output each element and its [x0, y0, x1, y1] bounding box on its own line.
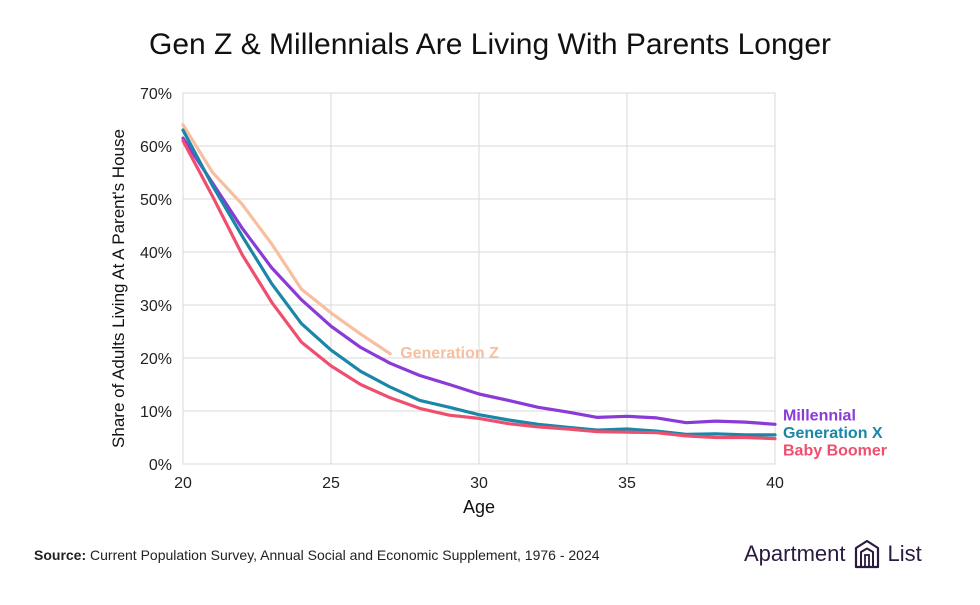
series-line-millennial [181, 136, 777, 426]
x-tick-label: 25 [322, 475, 340, 492]
x-tick-label: 20 [174, 475, 192, 492]
logo-word-list: List [887, 541, 922, 566]
x-tick-label: 35 [618, 475, 636, 492]
y-tick-label: 70% [140, 86, 172, 103]
y-tick-label: 50% [140, 192, 172, 209]
series-line-baby-boomer [181, 139, 777, 441]
series-label-baby-boomer: Baby Boomer [783, 443, 887, 460]
y-tick-label: 30% [140, 298, 172, 315]
y-tick-label: 20% [140, 351, 172, 368]
logo-word-apartment: Apartment [744, 541, 846, 566]
source-text: Current Population Survey, Annual Social… [86, 547, 600, 563]
y-tick-label: 40% [140, 245, 172, 262]
x-tick-label: 30 [470, 475, 488, 492]
source-note: Source: Current Population Survey, Annua… [34, 547, 600, 563]
chart-title: Gen Z & Millennials Are Living With Pare… [149, 28, 831, 61]
series-label-generation-z: Generation Z [400, 345, 499, 362]
series-label-millennial: Millennial [783, 408, 856, 425]
y-axis-title: Share of Adults Living At A Parent's Hou… [109, 129, 128, 448]
axis-labels: 0% 10% 20% 30% 40% 50% 60% 70% 20 25 30 35 40 Age Shar… [109, 86, 784, 517]
chart-grid [182, 92, 776, 465]
y-tick-label: 60% [140, 139, 172, 156]
plot-border [182, 92, 776, 465]
series-label-generation-x: Generation X [783, 425, 883, 442]
source-label: Source: [34, 547, 87, 563]
apartment-list-logo: Apartment List [744, 537, 922, 571]
series-line-generation-z [181, 123, 392, 356]
series-lines [181, 123, 777, 441]
y-tick-label: 10% [140, 404, 172, 421]
y-tick-label: 0% [149, 457, 172, 474]
x-axis-title: Age [463, 497, 495, 517]
apartment-list-logo-icon [854, 539, 879, 569]
x-tick-label: 40 [766, 475, 784, 492]
